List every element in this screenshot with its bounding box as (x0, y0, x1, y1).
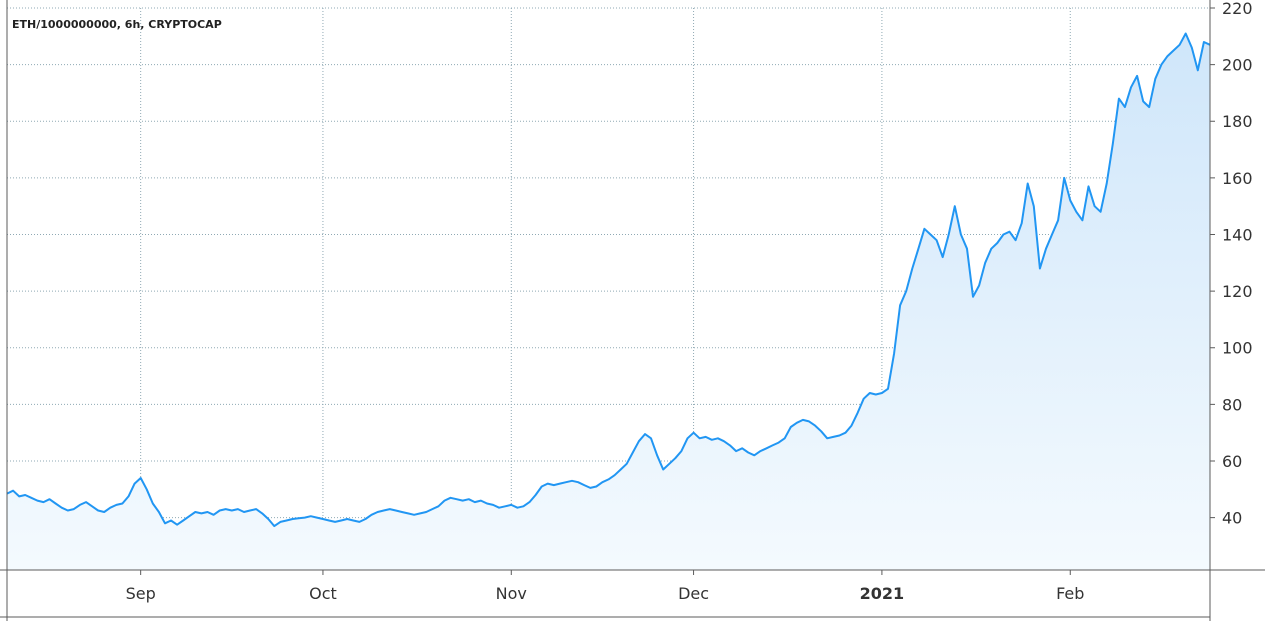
y-tick-label: 60 (1222, 452, 1242, 471)
y-tick-label: 160 (1222, 169, 1253, 188)
y-axis: 40 60 80 100 120 140 160 180 200 220 (1210, 0, 1253, 528)
y-tick-label: 100 (1222, 339, 1253, 358)
x-tick-label: Oct (309, 584, 337, 603)
x-tick-label: Feb (1056, 584, 1084, 603)
x-tick-label: Dec (678, 584, 709, 603)
price-line (6, 32, 1211, 528)
y-tick-label: 200 (1222, 56, 1253, 75)
x-tick-label: 2021 (860, 584, 905, 603)
price-area (7, 33, 1210, 570)
y-tick-label: 180 (1222, 112, 1253, 131)
x-axis: Sep Oct Nov Dec 2021 Feb (126, 570, 1084, 603)
area-fill (7, 33, 1210, 570)
y-tick-label: 140 (1222, 225, 1253, 244)
y-tick-label: 40 (1222, 509, 1242, 528)
symbol-label: ETH/1000000000, 6h, CRYPTOCAP (12, 18, 222, 31)
y-tick-label: 80 (1222, 395, 1242, 414)
y-tick-label: 220 (1222, 0, 1253, 18)
y-tick-label: 120 (1222, 282, 1253, 301)
series-line (6, 32, 1211, 528)
x-tick-label: Nov (496, 584, 527, 603)
x-tick-label: Sep (126, 584, 156, 603)
